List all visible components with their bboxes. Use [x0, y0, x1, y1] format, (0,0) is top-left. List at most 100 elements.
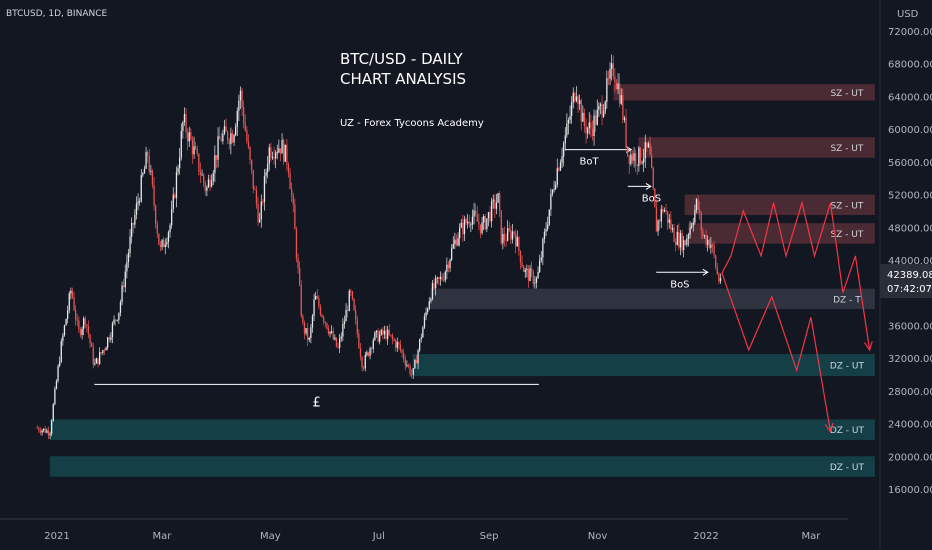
candle-body — [395, 340, 397, 348]
candle-body — [643, 158, 645, 163]
candle-body — [593, 115, 595, 137]
candle-body — [707, 239, 709, 245]
candle-body — [369, 348, 371, 356]
candle-body — [220, 139, 222, 142]
candle-body — [139, 201, 141, 203]
candle-body — [487, 212, 490, 219]
title-line-1: BTC/USD - DAILY — [340, 50, 463, 68]
candle-body — [41, 430, 43, 433]
candle-body — [455, 239, 458, 246]
structure-lines-layer: £ BoT BoS BoS — [94, 146, 709, 410]
candle-body — [633, 153, 635, 161]
candle-body — [127, 252, 130, 263]
candle-body — [660, 208, 662, 222]
candle-body — [151, 170, 154, 186]
candle-body — [335, 337, 338, 347]
candle-body — [231, 133, 234, 143]
supply-zone[interactable] — [638, 137, 875, 158]
candle-body — [260, 201, 262, 220]
supply-zone[interactable] — [688, 223, 875, 244]
candle-body — [230, 133, 232, 145]
y-tick-label: 28000.00 — [888, 387, 932, 398]
supply-zone[interactable] — [684, 194, 875, 216]
candle-body — [209, 179, 211, 187]
candle-body — [204, 182, 206, 191]
candle-body — [563, 143, 565, 157]
zone-label: SZ - UT — [830, 144, 863, 154]
candle-body — [699, 209, 701, 213]
candle-body — [175, 172, 178, 198]
candle-body — [547, 224, 549, 230]
candle-body — [641, 162, 643, 164]
candle-body — [353, 299, 355, 311]
candle-body — [379, 334, 381, 342]
candle-body — [542, 239, 544, 258]
candle-body — [591, 128, 594, 137]
y-tick-label: 64000.00 — [888, 92, 932, 103]
x-tick-label: May — [260, 531, 281, 542]
candle-body — [51, 420, 53, 434]
symbol-label[interactable]: BTCUSD, 1D, BINANCE — [6, 9, 107, 19]
candle-body — [428, 301, 430, 310]
candle-body — [303, 322, 306, 334]
time-axis[interactable]: 2021 Mar May Jul Sep Nov 2022 Mar — [44, 531, 821, 542]
candle-body — [116, 319, 118, 321]
candle-body — [147, 152, 149, 157]
current-price-tag-bg — [880, 264, 932, 298]
candle-body — [143, 168, 146, 174]
candle-body — [531, 268, 533, 272]
demand-zone[interactable] — [49, 419, 875, 440]
candle-body — [183, 114, 186, 123]
candle-body — [291, 188, 293, 196]
candle-body — [471, 216, 474, 225]
candle-body — [134, 214, 136, 225]
candle-body — [686, 238, 688, 245]
candle-body — [68, 293, 70, 311]
candle-body — [132, 222, 134, 225]
candle-body — [355, 310, 357, 320]
subtitle: UZ - Forex Tycoons Academy — [340, 118, 484, 129]
candle-body — [223, 126, 226, 134]
candle-body — [388, 329, 390, 335]
candle-body — [670, 219, 672, 230]
zone-label: SZ - UT — [830, 89, 863, 99]
demand-zone[interactable] — [412, 354, 875, 377]
candle-body — [553, 188, 555, 190]
y-tick-label: 44000.00 — [888, 256, 932, 267]
candle-body — [515, 234, 517, 247]
demand-zone[interactable] — [49, 456, 875, 477]
candle-body — [251, 159, 253, 170]
projection-arrow-icon — [824, 422, 834, 434]
x-tick-label: 2021 — [44, 531, 69, 542]
candle-body — [135, 203, 138, 215]
candle-body — [115, 319, 117, 321]
price-candles-layer — [36, 54, 722, 440]
candle-body — [102, 350, 104, 354]
candle-body — [343, 321, 346, 324]
projection-path-1[interactable] — [721, 200, 871, 351]
y-tick-label: 68000.00 — [888, 60, 932, 71]
projection-path-2[interactable] — [721, 273, 832, 432]
supply-zone[interactable] — [613, 84, 875, 101]
candle-body — [411, 374, 413, 376]
candle-body — [711, 244, 714, 246]
candle-body — [324, 321, 326, 323]
y-tick-label: 24000.00 — [888, 420, 932, 431]
candle-body — [340, 336, 342, 339]
candle-body — [383, 330, 386, 335]
candle-body — [449, 259, 451, 269]
candle-body — [259, 219, 261, 223]
price-axis[interactable]: 72000.00 68000.00 64000.00 60000.00 56000.00… — [888, 27, 932, 496]
candle-body — [407, 365, 410, 367]
candle-body — [443, 279, 445, 281]
candle-body — [171, 209, 173, 226]
candle-body — [316, 296, 318, 299]
demand-zone[interactable] — [430, 288, 875, 310]
candle-body — [270, 147, 272, 158]
candle-body — [83, 318, 85, 329]
arrow-head-icon — [702, 268, 709, 276]
candle-body — [297, 258, 299, 268]
candle-body — [548, 209, 550, 225]
